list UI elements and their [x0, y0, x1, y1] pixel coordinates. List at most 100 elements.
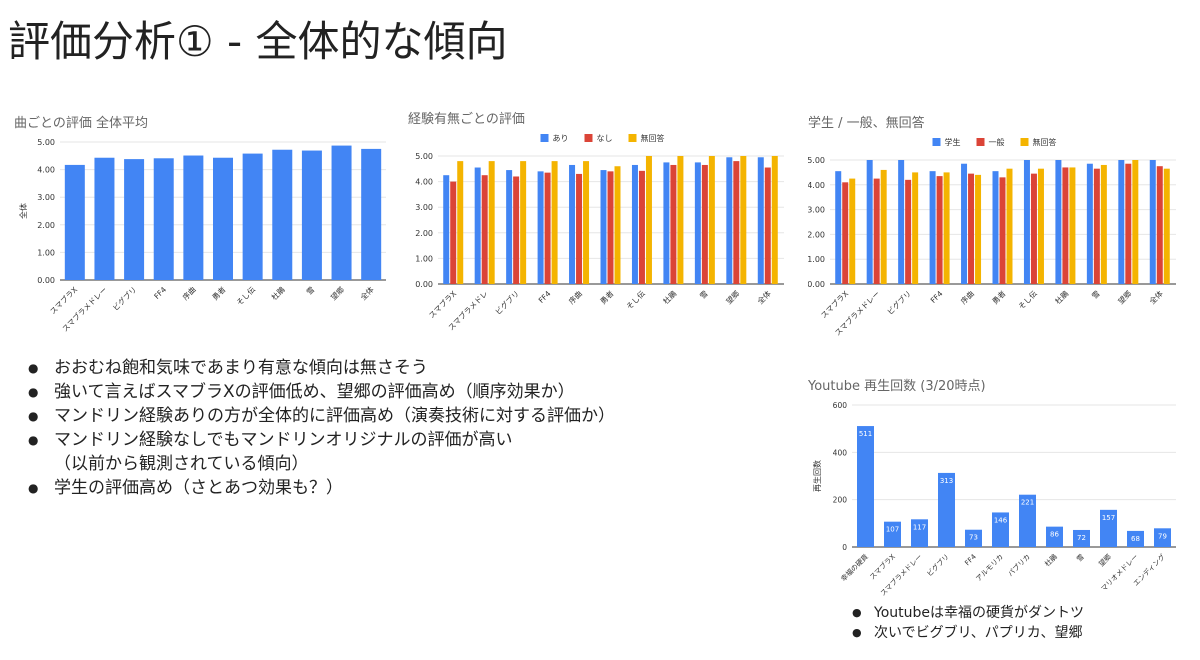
- data-label: 117: [913, 523, 926, 531]
- bar: [1154, 528, 1171, 547]
- bar: [694, 162, 701, 284]
- bar: [583, 161, 590, 284]
- bar: [936, 176, 943, 284]
- y-tick-label: 5.00: [37, 138, 55, 147]
- finding-item: マンドリン経験なしでもマンドリンオリジナルの評価が高い: [28, 428, 615, 452]
- y-axis-label: 全体: [18, 203, 28, 219]
- bar: [1149, 160, 1156, 284]
- y-tick-label: 3.00: [37, 193, 55, 202]
- x-tick-label: 望郷: [328, 284, 346, 302]
- x-tick-label: 序曲: [566, 288, 584, 306]
- bar: [600, 170, 607, 284]
- y-tick-label: 4.00: [415, 178, 433, 187]
- bar: [975, 174, 982, 284]
- data-label: 79: [1158, 532, 1167, 540]
- bar: [506, 170, 513, 284]
- youtube-notes: Youtubeは幸福の硬貨がダントツ 次いでビグブリ、パプリカ、望郷: [852, 603, 1084, 643]
- finding-continuation: （以前から観測されている傾向）: [54, 454, 309, 474]
- chart-title: Youtube 再生回数 (3/20時点): [808, 379, 986, 394]
- bar: [607, 171, 614, 284]
- chart-overall-average: 曲ごとの評価 全体平均 0.00 1.00 2.00 3.00 4.00 5.00 全体 スマ…: [14, 112, 390, 342]
- x-tick-label: 杜鵑: [269, 284, 287, 302]
- x-tick-label: FF4: [929, 289, 945, 305]
- bar: [880, 169, 887, 284]
- y-tick-label: 1.00: [37, 248, 55, 257]
- bar: [450, 181, 457, 284]
- chart-svg: 0.001.002.003.004.005.00全体スマブラXスマブラメドレービ…: [18, 138, 386, 334]
- youtube-note: 次いでビグブリ、パプリカ、望郷: [852, 623, 1084, 643]
- bar: [938, 472, 955, 547]
- finding-item: マンドリン経験ありの方が全体的に評価高め（演奏技術に対する評価か）: [28, 404, 615, 428]
- bar: [331, 145, 352, 280]
- finding-item: 学生の評価高め（さとあつ効果も？）: [28, 476, 615, 500]
- bar: [1037, 168, 1044, 284]
- bar: [551, 161, 558, 284]
- bar: [537, 171, 544, 284]
- y-tick-label: 2.00: [808, 230, 825, 239]
- bar: [1086, 163, 1093, 284]
- bar: [999, 177, 1006, 284]
- finding-item: 強いて言えばスマブラXの評価低め、望郷の評価高め（順序効果か）: [28, 380, 615, 404]
- bar: [64, 164, 85, 280]
- bar: [771, 156, 778, 284]
- y-tick-label: 200: [833, 496, 848, 505]
- chart-title: 経験有無ごとの評価: [408, 112, 525, 127]
- bar: [740, 156, 747, 284]
- bar: [1163, 168, 1170, 284]
- x-tick-label: 勇者: [598, 289, 615, 306]
- x-tick-label: スマブラX: [818, 288, 850, 320]
- x-tick-label: 勇者: [210, 285, 227, 302]
- x-tick-label: FF4: [152, 285, 168, 301]
- y-tick-label: 400: [833, 448, 848, 457]
- bar: [443, 175, 450, 284]
- bar: [213, 157, 233, 280]
- data-label: 221: [1021, 499, 1034, 507]
- bar: [929, 171, 936, 284]
- data-label: 146: [994, 516, 1008, 524]
- bar: [361, 148, 382, 280]
- bar: [94, 157, 115, 280]
- chart-youtube-plays: Youtube 再生回数 (3/20時点) 0 200 400 600 再生回数 511 幸…: [808, 375, 1180, 597]
- bar: [1156, 166, 1163, 284]
- y-tick-label: 3.00: [415, 203, 433, 212]
- x-tick-label: 望郷: [1097, 552, 1113, 568]
- findings-list: おおむね飽和気味であまり有意な傾向は無さそう 強いて言えばスマブラXの評価低め、…: [28, 356, 615, 500]
- legend-label: 一般: [989, 137, 1005, 147]
- y-tick-label: 2.00: [415, 229, 433, 238]
- x-tick-label: 望郷: [724, 288, 742, 306]
- bar: [513, 176, 520, 284]
- x-tick-label: そし伝: [1016, 288, 1039, 311]
- bar: [965, 529, 982, 547]
- bar: [457, 161, 464, 284]
- x-tick-label: ビグブリ: [493, 288, 521, 316]
- bar: [638, 170, 645, 284]
- legend-swatch: [1020, 138, 1029, 146]
- bar: [614, 166, 621, 284]
- bar: [1118, 160, 1125, 284]
- bar: [912, 172, 919, 284]
- x-tick-label: 全体: [1147, 288, 1165, 306]
- x-tick-label: 雪: [305, 285, 317, 297]
- y-tick-label: 0.00: [37, 276, 55, 285]
- bar: [301, 150, 322, 280]
- chart-student-general: 学生 / 一般、無回答 0.00 1.00 2.00 3.00 4.00 5.00 学生 一般…: [808, 112, 1180, 342]
- data-label: 107: [886, 526, 899, 534]
- legend-swatch: [628, 134, 637, 142]
- bar: [631, 164, 638, 284]
- legend-swatch: [540, 134, 549, 142]
- bar: [905, 179, 912, 284]
- bar: [992, 171, 999, 284]
- x-tick-label: 幸福の硬貨: [839, 552, 870, 583]
- data-label: 73: [969, 534, 978, 542]
- bar: [961, 163, 968, 284]
- bar: [569, 164, 576, 284]
- x-tick-label: そし伝: [624, 288, 647, 311]
- bar: [1127, 530, 1144, 547]
- bar: [1006, 168, 1013, 284]
- chart-title: 曲ごとの評価 全体平均: [14, 116, 149, 131]
- bar: [1100, 509, 1117, 547]
- bar: [708, 156, 715, 284]
- bar: [124, 159, 145, 280]
